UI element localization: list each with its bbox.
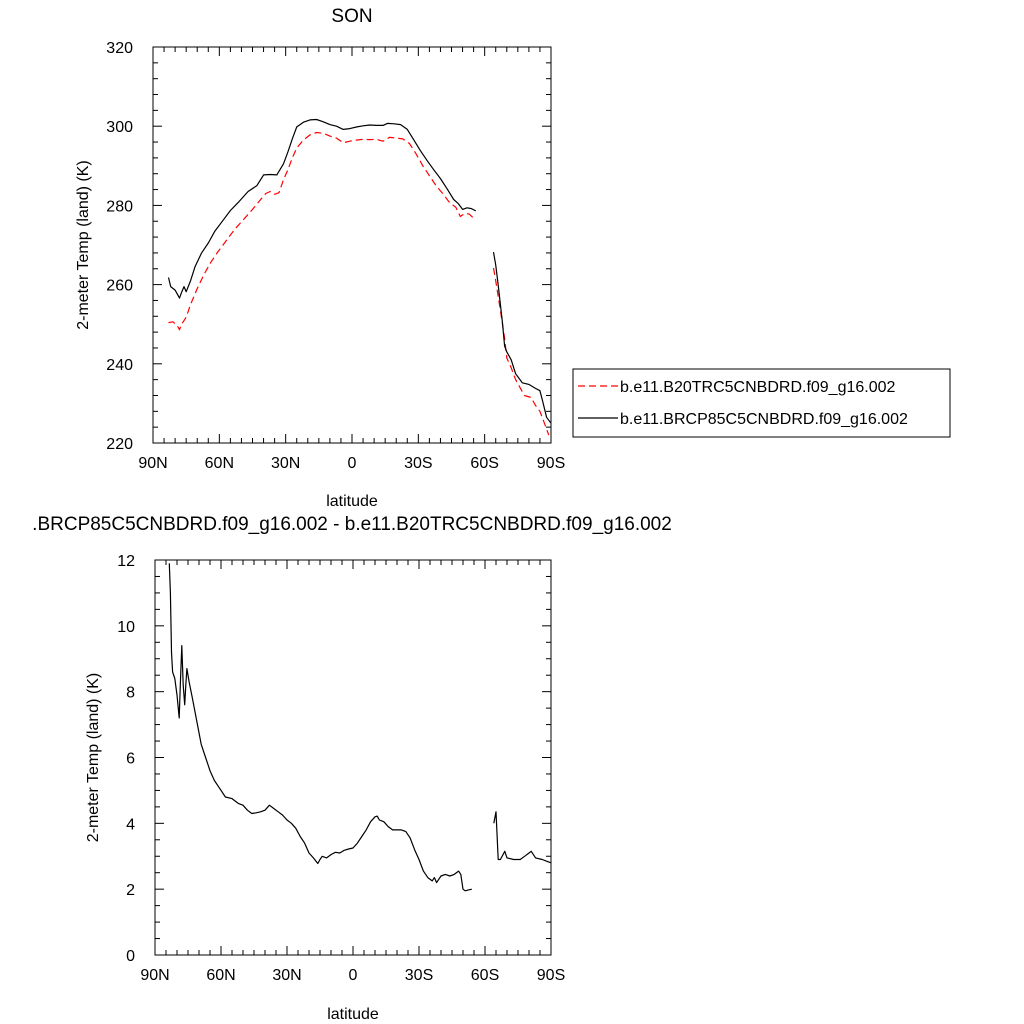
y-tick-label: 6 (126, 751, 135, 768)
series-line-1 (168, 131, 475, 331)
chart-title: .BRCP85C5CNBDRD.f09_g16.002 - b.e11.B20T… (32, 514, 672, 535)
y-tick-label: 12 (117, 553, 135, 570)
y-axis-label: 2-meter Temp (land) (K) (85, 673, 102, 843)
x-tick-label: 60N (206, 967, 235, 984)
plot-frame (154, 559, 552, 956)
x-tick-label: 30N (271, 455, 300, 472)
y-tick-label: 280 (106, 198, 133, 215)
x-axis-label: latitude (326, 493, 378, 510)
x-tick-label: 30S (404, 455, 432, 472)
chart-title: SON (331, 6, 372, 27)
x-tick-label: 30N (272, 967, 301, 984)
x-tick-label: 90N (140, 967, 169, 984)
y-tick-label: 300 (106, 119, 133, 136)
y-tick-label: 240 (106, 357, 133, 374)
x-tick-label: 0 (348, 455, 357, 472)
y-tick-label: 320 (106, 40, 133, 57)
x-tick-label: 90S (537, 455, 565, 472)
y-tick-label: 220 (106, 436, 133, 453)
y-tick-label: 8 (126, 685, 135, 702)
x-tick-label: 90N (138, 455, 167, 472)
x-tick-label: 30S (405, 967, 433, 984)
legend: b.e11.B20TRC5CNBDRD.f09_g16.002 b.e11.BRC… (572, 368, 951, 438)
x-axis-label: latitude (327, 1006, 379, 1023)
x-tick-label: 60S (471, 967, 499, 984)
x-tick-label: 90S (537, 967, 565, 984)
plot-frame (152, 46, 552, 444)
y-tick-label: 260 (106, 278, 133, 295)
legend-label: b.e11.BRCP85C5CNBDRD.f09_g16.002 (620, 411, 908, 428)
series-line-1 (168, 563, 472, 892)
series-line-2 (492, 251, 552, 424)
legend-label: b.e11.B20TRC5CNBDRD.f09_g16.002 (620, 379, 896, 396)
series-line-1 (493, 811, 552, 864)
x-tick-label: 0 (349, 967, 358, 984)
x-tick-label: 60N (205, 455, 234, 472)
series-line-1 (492, 267, 550, 436)
y-tick-label: 10 (117, 619, 135, 636)
x-tick-label: 60S (470, 455, 498, 472)
top-panel: 90N 60N 30N 0 30S 60S 90S 220 240 260 280 300 320 SON… (75, 6, 565, 510)
bottom-panel: 90N 60N 30N 0 30S 60S 90S 0 2 4 6 8 10 12 .BRCP85C5CNB… (32, 514, 672, 1023)
y-tick-label: 0 (126, 948, 135, 965)
y-tick-label: 2 (126, 882, 135, 899)
series-line-2 (167, 118, 477, 299)
legend-box (572, 368, 951, 438)
y-axis-label: 2-meter Temp (land) (K) (75, 160, 92, 330)
y-tick-label: 4 (126, 816, 135, 833)
